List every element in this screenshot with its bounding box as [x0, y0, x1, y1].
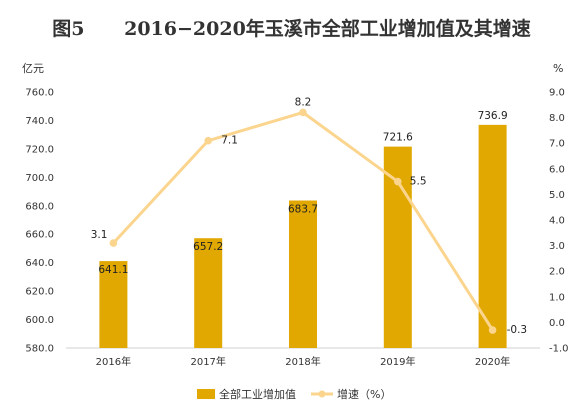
x-axis-tick-label: 2017年 [190, 355, 225, 368]
legend: 全部工业增加值 增速（%） [197, 387, 391, 401]
growth-rate-marker [109, 239, 118, 247]
line-value-label: 7.1 [221, 135, 238, 147]
line-value-label: 5.5 [410, 176, 427, 188]
x-axis-ticks: 2016年 2017年 2018年 2019年 2020年 [96, 355, 511, 368]
left-axis-tick-label: 680.0 [25, 201, 54, 212]
bar [99, 261, 128, 348]
right-axis-tick-label: -1.0 [549, 344, 569, 355]
left-axis-tick-label: 580.0 [25, 344, 54, 355]
line-value-label: -0.3 [507, 324, 527, 336]
right-axis-ticks: -1.0 0.0 1.0 2.0 3.0 4.0 5.0 6.0 7.0 8.0 9.0 [549, 88, 569, 355]
left-axis-tick-label: 620.0 [25, 287, 54, 298]
right-axis-tick-label: 3.0 [549, 241, 565, 252]
bar-value-label: 641.1 [98, 264, 128, 276]
legend-swatch-bar [197, 389, 215, 399]
legend-label-bar: 全部工业增加值 [219, 387, 296, 401]
right-axis-tick-label: 6.0 [549, 164, 565, 175]
left-axis-ticks: 580.0 600.0 620.0 640.0 660.0 680.0 700.0 720.0… [25, 88, 54, 355]
left-axis-unit: 亿元 [22, 62, 44, 75]
line-value-label: 3.1 [91, 229, 108, 241]
plot-area: 641.1 657.2 683.7 721.6 736.9 3.1 7.1 8.2 5.5 -0.… [66, 96, 540, 349]
right-axis-tick-label: 0.0 [549, 318, 565, 329]
right-axis-tick-label: 1.0 [549, 292, 565, 303]
x-axis-tick-label: 2018年 [285, 355, 320, 368]
right-axis-tick-label: 5.0 [549, 190, 565, 201]
bar-value-label: 736.9 [478, 110, 508, 122]
legend-swatch-line-marker [318, 390, 326, 398]
growth-rate-marker [299, 108, 307, 117]
line-value-label: 8.2 [295, 96, 312, 108]
x-axis-tick-label: 2020年 [475, 355, 510, 368]
x-axis-tick-label: 2016年 [96, 355, 131, 368]
right-axis-tick-label: 8.0 [549, 113, 565, 124]
bar [383, 146, 412, 348]
x-axis-tick-label: 2019年 [380, 355, 415, 368]
left-axis-tick-label: 600.0 [25, 315, 54, 326]
left-axis-tick-label: 740.0 [25, 116, 54, 127]
growth-rate-marker [204, 136, 212, 145]
left-axis-tick-label: 640.0 [25, 258, 54, 269]
legend-label-line: 增速（%） [337, 387, 391, 401]
growth-rate-marker [488, 326, 497, 334]
left-axis-tick-label: 700.0 [25, 173, 54, 184]
left-axis-tick-label: 720.0 [25, 144, 54, 155]
bar [478, 124, 507, 348]
bar-value-label: 657.2 [193, 241, 223, 253]
left-axis-tick-label: 660.0 [25, 230, 54, 241]
growth-rate-marker [394, 177, 402, 186]
bar-value-label: 683.7 [288, 204, 318, 216]
right-axis-tick-label: 9.0 [549, 88, 565, 99]
right-axis-tick-label: 7.0 [549, 139, 565, 150]
left-axis-tick-label: 760.0 [25, 88, 54, 99]
right-axis-tick-label: 2.0 [549, 267, 565, 278]
bar [289, 200, 317, 348]
chart-title: 图5 2016−2020年玉溪市全部工业增加值及其增速 [52, 18, 531, 40]
bar-value-label: 721.6 [383, 132, 413, 144]
bar [194, 238, 223, 348]
right-axis-tick-label: 4.0 [549, 216, 565, 227]
right-axis-unit: % [553, 62, 563, 75]
